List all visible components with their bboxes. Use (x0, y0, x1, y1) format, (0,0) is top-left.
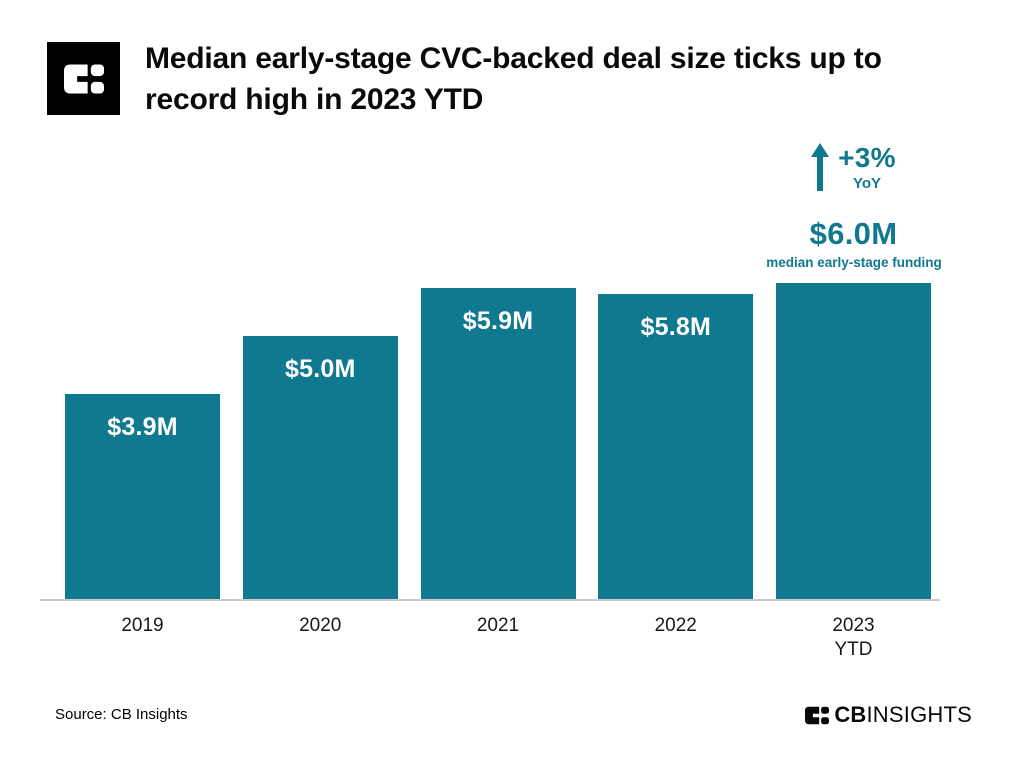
yoy-delta-value: +3% (838, 142, 896, 173)
bar-value-label: $5.0M (285, 355, 356, 383)
page-title-line1: Median early-stage CVC-backed deal size … (145, 42, 882, 75)
bar-2021: $5.9M (420, 288, 576, 600)
bar-2019: $3.9M (65, 394, 220, 600)
yoy-delta-period: YoY (852, 175, 882, 192)
cbinsights-logo-mark-icon (47, 42, 120, 115)
page-title: Median early-stage CVC-backed deal size … (145, 38, 985, 120)
x-axis-label-2020: 2020 (299, 615, 342, 636)
x-axis-label-2022: 2022 (654, 615, 697, 636)
annotation-value: $6.0M (809, 216, 898, 251)
bar-value-label: $5.9M (462, 307, 534, 335)
x-axis-label-2019: 2019 (121, 615, 164, 636)
brand-wordmark: CBINSIGHTS (834, 702, 972, 728)
bar-value-label: $5.8M (640, 313, 711, 341)
x-axis-label-2021: 2021 (476, 615, 520, 636)
page-title-line2: record high in 2023 YTD (145, 83, 484, 116)
x-axis-baseline (40, 599, 940, 601)
brand-wordmark-bold: CB (834, 702, 867, 727)
brand-logo: CBINSIGHTS (805, 702, 972, 728)
bar-value-label: $3.9M (107, 413, 178, 441)
cbinsights-logo-mark-icon (805, 706, 830, 724)
bar-2022: $5.8M (598, 294, 754, 600)
x-axis-label-2023-ytd: 2023 YTD (832, 615, 875, 660)
brand-wordmark-light: INSIGHTS (866, 702, 972, 727)
bar-2023-ytd (776, 283, 931, 600)
annotation-caption: median early-stage funding (766, 255, 942, 270)
growth-arrow-icon (811, 143, 830, 191)
source-text: Source: CB Insights (55, 706, 188, 723)
yoy-delta: +3% YoY (776, 143, 931, 192)
bar-2020: $5.0M (242, 336, 398, 600)
